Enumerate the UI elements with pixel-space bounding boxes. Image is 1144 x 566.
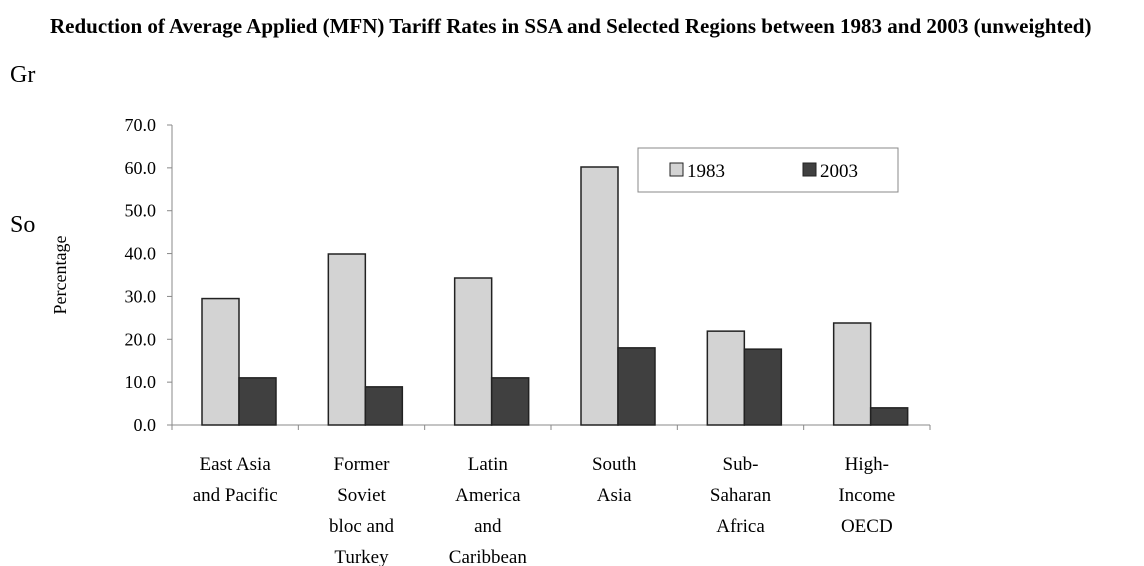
bar bbox=[706, 330, 746, 426]
x-tick-label: bloc and bbox=[329, 516, 394, 537]
x-tick-label: South bbox=[592, 454, 637, 475]
y-tick-label: 10.0 bbox=[125, 372, 157, 392]
y-tick-label: 50.0 bbox=[125, 201, 157, 221]
y-tick-label: 70.0 bbox=[125, 115, 157, 135]
x-tick-label: Turkey bbox=[334, 547, 389, 566]
side-text: So bbox=[10, 212, 36, 238]
y-tick-label: 30.0 bbox=[125, 286, 157, 306]
bar bbox=[453, 277, 493, 426]
x-tick-label: America bbox=[455, 485, 521, 506]
x-tick-label: Income bbox=[838, 485, 895, 506]
bar bbox=[743, 348, 783, 426]
bar bbox=[201, 297, 240, 426]
bar bbox=[580, 166, 619, 426]
x-tick-label: Sub- bbox=[723, 454, 759, 475]
legend-label: 1983 bbox=[687, 161, 725, 182]
x-tick-label: Asia bbox=[597, 485, 632, 506]
chart-title: Reduction of Average Applied (MFN) Tarif… bbox=[50, 14, 1092, 38]
y-tick-label: 0.0 bbox=[134, 415, 157, 435]
legend-label: 2003 bbox=[820, 161, 858, 182]
x-tick-label: Soviet bbox=[337, 485, 386, 506]
side-text: Gr bbox=[10, 62, 36, 88]
bar bbox=[364, 386, 404, 426]
x-tick-label: High- bbox=[845, 454, 889, 475]
y-tick-label: 40.0 bbox=[125, 244, 157, 264]
x-tick-label: and bbox=[474, 516, 502, 537]
legend-swatch bbox=[802, 162, 817, 177]
y-tick-label: 20.0 bbox=[125, 329, 157, 349]
x-tick-label: East Asia bbox=[200, 454, 272, 475]
x-tick-label: Africa bbox=[716, 516, 765, 537]
x-tick-label: Saharan bbox=[710, 485, 772, 506]
bar bbox=[327, 253, 367, 426]
x-tick-label: OECD bbox=[841, 516, 893, 537]
bar bbox=[832, 322, 872, 426]
x-tick-label: Former bbox=[334, 454, 391, 475]
x-tick-label: Latin bbox=[468, 454, 509, 475]
legend-swatch bbox=[669, 162, 684, 177]
y-axis-label: Percentage bbox=[50, 236, 70, 315]
x-tick-label: and Pacific bbox=[193, 485, 278, 506]
bar bbox=[490, 377, 530, 426]
bar bbox=[869, 407, 909, 426]
y-tick-label: 60.0 bbox=[125, 158, 157, 178]
x-tick-label: Caribbean bbox=[449, 547, 528, 566]
bar bbox=[238, 377, 277, 426]
bar bbox=[617, 347, 656, 426]
